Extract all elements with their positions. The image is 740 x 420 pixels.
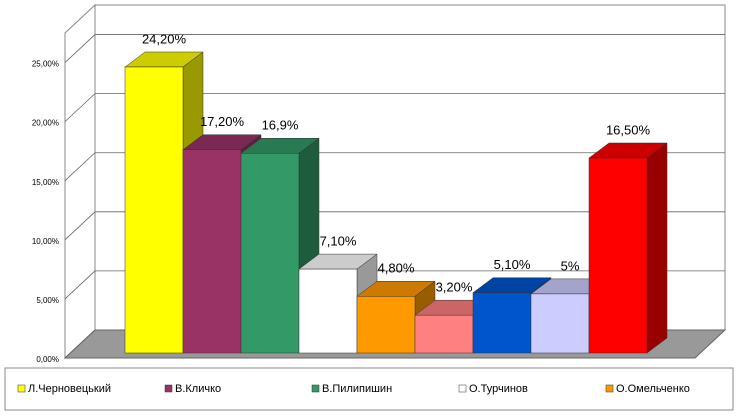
legend-label: О.Турчинов xyxy=(469,383,528,395)
bar xyxy=(530,293,590,354)
grid-line xyxy=(64,211,725,241)
grid-line xyxy=(64,152,725,182)
value-label: 16,50% xyxy=(606,122,651,137)
y-tick-label: 25,00% xyxy=(32,60,59,69)
y-tick-label: 0,00% xyxy=(36,355,59,364)
value-label: 4,80% xyxy=(378,261,415,276)
bar xyxy=(124,66,184,354)
value-label: 5% xyxy=(561,258,580,273)
y-tick-label: 15,00% xyxy=(32,178,59,187)
legend-swatch xyxy=(311,384,320,393)
bar-side xyxy=(646,142,668,354)
bar xyxy=(414,314,474,354)
y-tick-label: 20,00% xyxy=(32,119,59,128)
y-tick-label: 5,00% xyxy=(36,296,59,305)
grid-line xyxy=(64,270,725,300)
value-label: 7,10% xyxy=(320,234,357,249)
legend-label: В.Пилипишин xyxy=(322,383,392,395)
legend-label: О.Омельченко xyxy=(616,383,690,395)
value-label: 16,9% xyxy=(262,118,299,133)
bar xyxy=(298,268,358,354)
value-label: 3,20% xyxy=(436,280,473,295)
legend-swatch xyxy=(458,384,467,393)
y-tick-label: 10,00% xyxy=(32,237,59,246)
value-label: 5,10% xyxy=(494,257,531,272)
bar xyxy=(472,292,532,354)
bar xyxy=(356,296,416,354)
legend-swatch xyxy=(605,384,614,393)
bar xyxy=(588,157,648,354)
legend-swatch xyxy=(17,384,26,393)
legend-swatch xyxy=(164,384,173,393)
legend-label: Л.Черновецький xyxy=(28,383,111,395)
value-label: 17,20% xyxy=(200,114,245,129)
bar xyxy=(182,149,242,354)
value-label: 24,20% xyxy=(142,31,187,46)
grid-line xyxy=(64,34,725,63)
bar xyxy=(240,153,300,354)
grid-line xyxy=(64,93,725,122)
legend-label: В.Кличко xyxy=(175,383,221,395)
